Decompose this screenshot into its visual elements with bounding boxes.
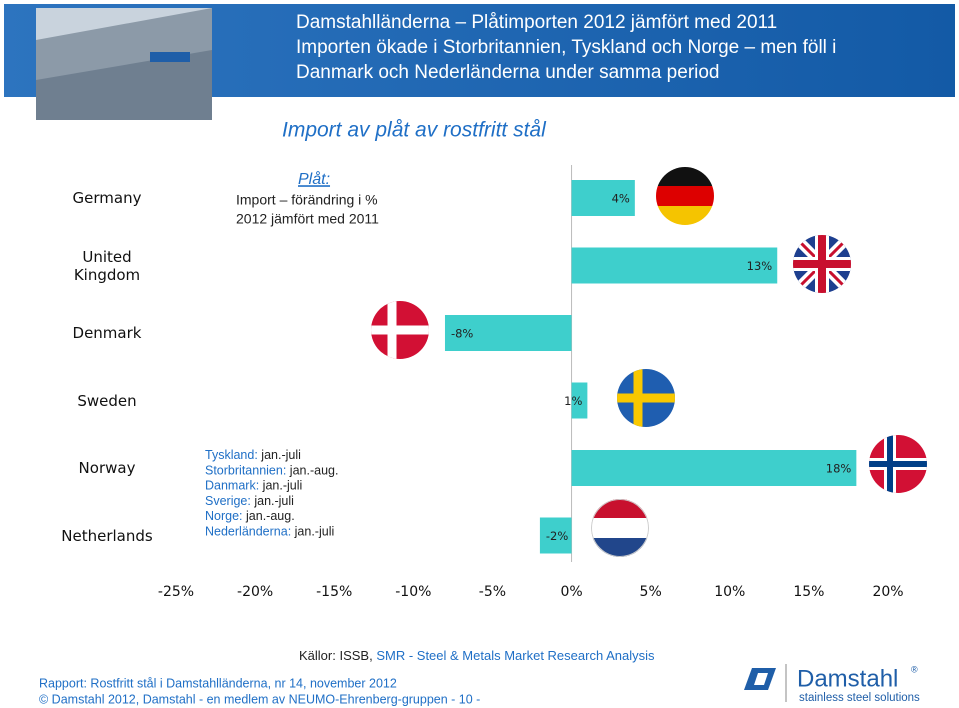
chart-title: Import av plåt av rostfritt stål [282,119,547,142]
value-label: 1% [564,394,582,408]
category-label: Sweden [77,391,137,410]
flags [371,167,927,557]
copyright: © Damstahl 2012, Damstahl - en medlem av… [39,692,480,706]
note: Sverige: jan.-juli [205,494,294,508]
x-tick-label: -20% [237,584,273,600]
flag-sweden [617,369,675,427]
flag-uk [793,235,851,293]
x-tick-label: -25% [158,584,194,600]
bar [571,247,778,284]
report: Rapport: Rostfritt stål i Damstahlländer… [39,676,397,690]
header-title-line: Damstahlländerna – Plåtimporten 2012 jäm… [296,12,777,33]
value-label: 4% [612,192,630,206]
flag-denmark [371,301,429,359]
logo-brand: Damstahl [797,665,898,692]
header-title-line: Danmark och Nederländerna under samma pe… [296,62,720,83]
x-tick-label: -10% [395,584,431,600]
bar [539,517,572,554]
logo-tagline: stainless steel solutions [799,692,920,704]
sources-prefix: Källor: ISSB, [299,648,373,663]
note: Danmark: jan.-juli [205,479,302,493]
sources: Källor: ISSB, SMR - Steel & Metals Marke… [299,648,655,663]
header-photo [36,8,212,120]
sources-highlight: SMR - Steel & Metals Market Research Ana… [376,648,655,663]
flag-germany [656,167,714,225]
value-label: -2% [546,529,568,543]
annotation-heading: Plåt: [298,170,330,188]
category-label: Germany [72,189,142,207]
value-label: -8% [451,327,473,341]
note: Nederländerna: jan.-juli [205,525,334,539]
bar [444,315,572,351]
bar [571,180,635,216]
value-label: 13% [747,259,773,273]
x-tick-label: 10% [714,584,745,600]
note: Norge: jan.-aug. [205,509,295,523]
note: Storbritannien: jan.-aug. [205,464,338,478]
note-period: jan.-juli [262,479,303,493]
plot: -25% -20% -15% -10% -5% 0% 5% 10% 15% 20% 4% 13% -8%… [158,165,904,600]
note-period: jan.-juli [260,448,301,462]
annotation-line: Import – förändring i % [236,192,378,208]
annotation-line: 2012 jämfört med 2011 [236,211,379,227]
flag-norway [869,435,927,493]
note-period: jan.-aug. [245,509,295,523]
note-country: Nederländerna: [205,525,291,539]
header-title-line: Importen ökade i Storbritannien, Tysklan… [296,37,836,58]
logo: Damstahl ® stainless steel solutions [744,664,920,704]
x-tick-label: 20% [872,584,903,600]
note-country: Sverige: [205,494,251,508]
note-country: Danmark: [205,479,259,493]
note-period: jan.-juli [253,494,294,508]
bar [571,450,857,486]
category-label: United Kingdom [73,247,141,284]
x-tick-label: 5% [640,584,662,600]
flag-netherlands [591,499,649,557]
logo-registered: ® [911,664,918,674]
x-tick-label: 0% [560,584,582,600]
note: Tyskland: jan.-juli [205,448,301,462]
note-country: Norge: [205,509,243,523]
note-period: jan.-aug. [289,464,339,478]
x-tick-label: -5% [479,584,506,600]
category-label: Netherlands [61,526,153,545]
note-period: jan.-juli [294,525,335,539]
bar [571,382,588,419]
x-tick-label: 15% [793,584,824,600]
category-label: Norway [78,459,136,477]
x-tick-label: -15% [316,584,352,600]
note-country: Tyskland: [205,448,258,462]
category-label: Denmark [72,324,142,342]
note-country: Storbritannien: [205,464,286,478]
header-title: Damstahlländerna – Plåtimporten 2012 jäm… [296,12,836,83]
value-label: 18% [826,462,852,476]
